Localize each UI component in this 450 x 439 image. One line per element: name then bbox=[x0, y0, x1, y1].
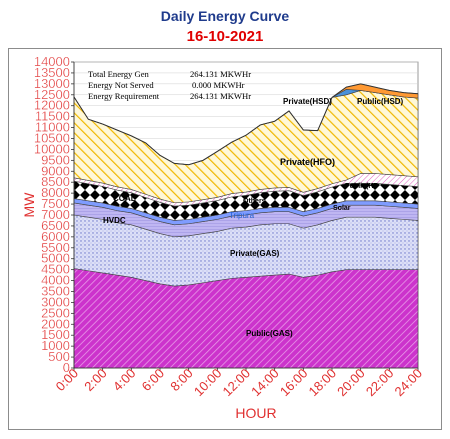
x-tick-label: 16:00 bbox=[277, 366, 311, 400]
y-tick-label: 4500 bbox=[41, 262, 70, 277]
area-public-gas bbox=[73, 268, 419, 369]
y-axis: 0500100015002000250030003500400045005000… bbox=[34, 54, 75, 375]
y-tick-label: 7500 bbox=[41, 196, 70, 211]
x-tick-label: 2:00 bbox=[81, 366, 110, 395]
total-outline bbox=[73, 83, 419, 166]
y-tick-label: 13500 bbox=[34, 65, 70, 80]
y-tick-label: 14000 bbox=[34, 54, 70, 69]
x-tick-label: 4:00 bbox=[110, 366, 139, 395]
label-private-hfo: Private(HFO) bbox=[280, 157, 335, 167]
y-tick-label: 1000 bbox=[41, 338, 70, 353]
chart-subtitle: 16-10-2021 bbox=[186, 28, 264, 45]
y-tick-label: 9000 bbox=[41, 163, 70, 178]
x-tick-label: 20:00 bbox=[334, 366, 368, 400]
label-others: Others bbox=[243, 198, 266, 205]
y-tick-label: 500 bbox=[48, 349, 70, 364]
y-tick-label: 2500 bbox=[41, 305, 70, 320]
label-public-hsd: Public(HSD) bbox=[357, 97, 404, 106]
label-hvdc: HVDC bbox=[103, 216, 126, 225]
x-axis-label: HOUR bbox=[235, 405, 276, 421]
y-tick-label: 12000 bbox=[34, 98, 70, 113]
x-tick-label: 24:00 bbox=[392, 366, 426, 400]
y-tick-label: 2000 bbox=[41, 316, 70, 331]
note-req-label: Energy Requirement bbox=[88, 91, 160, 101]
note-req-value: 264.131 MKWHr bbox=[190, 91, 251, 101]
y-axis-label: MW bbox=[21, 192, 37, 218]
note-total-value: 264.131 MKWHr bbox=[190, 69, 251, 79]
x-tick-label: 22:00 bbox=[363, 366, 397, 400]
y-tick-label: 6500 bbox=[41, 218, 70, 233]
note-total-label: Total Energy Gen bbox=[88, 69, 150, 79]
x-tick-label: 0:00 bbox=[53, 366, 82, 395]
y-tick-label: 7000 bbox=[41, 207, 70, 222]
label-private-hsd: Private(HSD) bbox=[283, 97, 332, 106]
y-tick-label: 5500 bbox=[41, 240, 70, 255]
y-tick-label: 4000 bbox=[41, 273, 70, 288]
label-tripura: Tripura bbox=[229, 211, 255, 220]
y-tick-label: 8500 bbox=[41, 174, 70, 189]
y-tick-label: 8000 bbox=[41, 185, 70, 200]
label-coal: COAL bbox=[113, 194, 136, 203]
label-solar: Solar bbox=[333, 205, 351, 212]
y-tick-label: 11500 bbox=[35, 109, 70, 124]
y-tick-label: 0 bbox=[63, 360, 70, 375]
y-tick-label: 6000 bbox=[41, 229, 70, 244]
y-tick-label: 3000 bbox=[41, 294, 70, 309]
x-tick-label: 10:00 bbox=[191, 366, 225, 400]
y-tick-label: 10500 bbox=[34, 131, 70, 146]
note-ens-label: Energy Not Served bbox=[88, 80, 154, 90]
y-tick-label: 5000 bbox=[41, 251, 70, 266]
y-tick-label: 9500 bbox=[41, 152, 70, 167]
x-axis: 0:00 2:00 4:00 6:00 8:0010:0012:0014:0016:00… bbox=[53, 366, 426, 400]
y-tick-label: 12500 bbox=[34, 87, 70, 102]
x-tick-label: 12:00 bbox=[220, 366, 254, 400]
note-ens-value: 0.000 MKWHr bbox=[192, 80, 245, 90]
y-tick-label: 1500 bbox=[41, 327, 70, 342]
stacked-areas bbox=[73, 83, 419, 369]
energy-summary: Total Energy Gen 264.131 MKWHr Energy No… bbox=[88, 69, 251, 101]
x-tick-label: 18:00 bbox=[306, 366, 340, 400]
x-tick-label: 14:00 bbox=[248, 366, 282, 400]
y-tick-label: 3500 bbox=[41, 284, 70, 299]
y-tick-label: 11000 bbox=[35, 120, 70, 135]
chart-frame bbox=[8, 48, 442, 430]
label-public-gas: Public(GAS) bbox=[246, 329, 293, 338]
y-tick-label: 10000 bbox=[34, 141, 70, 156]
x-tick-label: 6:00 bbox=[139, 366, 168, 395]
chart-title: Daily Energy Curve bbox=[160, 8, 290, 24]
label-private-gas: Private(GAS) bbox=[230, 249, 280, 258]
label-public-hf: Public(HF bbox=[345, 183, 378, 190]
y-tick-label: 13000 bbox=[34, 76, 70, 91]
